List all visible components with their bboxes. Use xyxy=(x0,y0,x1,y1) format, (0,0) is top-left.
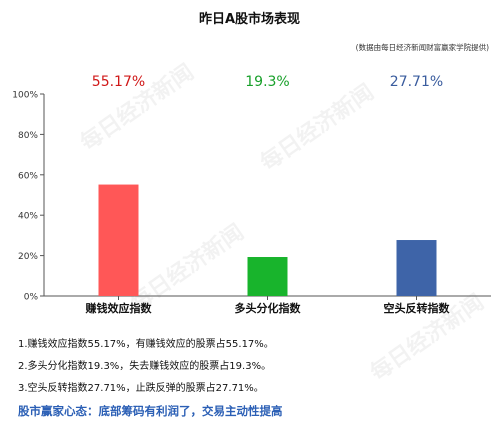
bar xyxy=(396,240,437,296)
bar-chart: 0% 20% 40% 60% 80% 100% 赚钱效应指数 55.17% 多头分化指数 19.3… xyxy=(12,74,491,315)
note-item: 3.空头反转指数27.71%，止跌反弹的股票占27.71%。 xyxy=(18,383,264,394)
bar xyxy=(247,257,288,296)
data-source-note: (数据由每日经济新闻财富赢家学院提供) xyxy=(355,43,489,52)
y-tick-label: 20% xyxy=(18,252,38,262)
y-tick-label: 0% xyxy=(24,293,39,303)
x-tick-label: 多头分化指数 xyxy=(235,301,302,315)
y-tick-label: 60% xyxy=(18,171,38,181)
note-item: 1.赚钱效应指数55.17%，有赚钱效应的股票占55.17%。 xyxy=(18,339,274,350)
y-tick-label: 100% xyxy=(12,91,38,101)
notes-list: 1.赚钱效应指数55.17%，有赚钱效应的股票占55.17%。 2.多头分化指数… xyxy=(18,334,488,400)
data-label: 19.3% xyxy=(245,74,289,90)
y-tick-label: 80% xyxy=(18,131,38,141)
bar xyxy=(98,184,139,296)
y-tick-label: 40% xyxy=(18,212,38,222)
market-sentiment-conclusion: 股市赢家心态：底部筹码有利润了，交易主动性提高 xyxy=(18,404,283,418)
data-label: 55.17% xyxy=(92,74,145,90)
x-tick-label: 空头反转指数 xyxy=(384,301,451,315)
data-label: 27.71% xyxy=(390,74,443,90)
x-tick-label: 赚钱效应指数 xyxy=(85,301,153,315)
chart-title: 昨日A股市场表现 xyxy=(198,12,301,27)
note-item: 2.多头分化指数19.3%，失去赚钱效应的股票占19.3%。 xyxy=(18,361,272,372)
